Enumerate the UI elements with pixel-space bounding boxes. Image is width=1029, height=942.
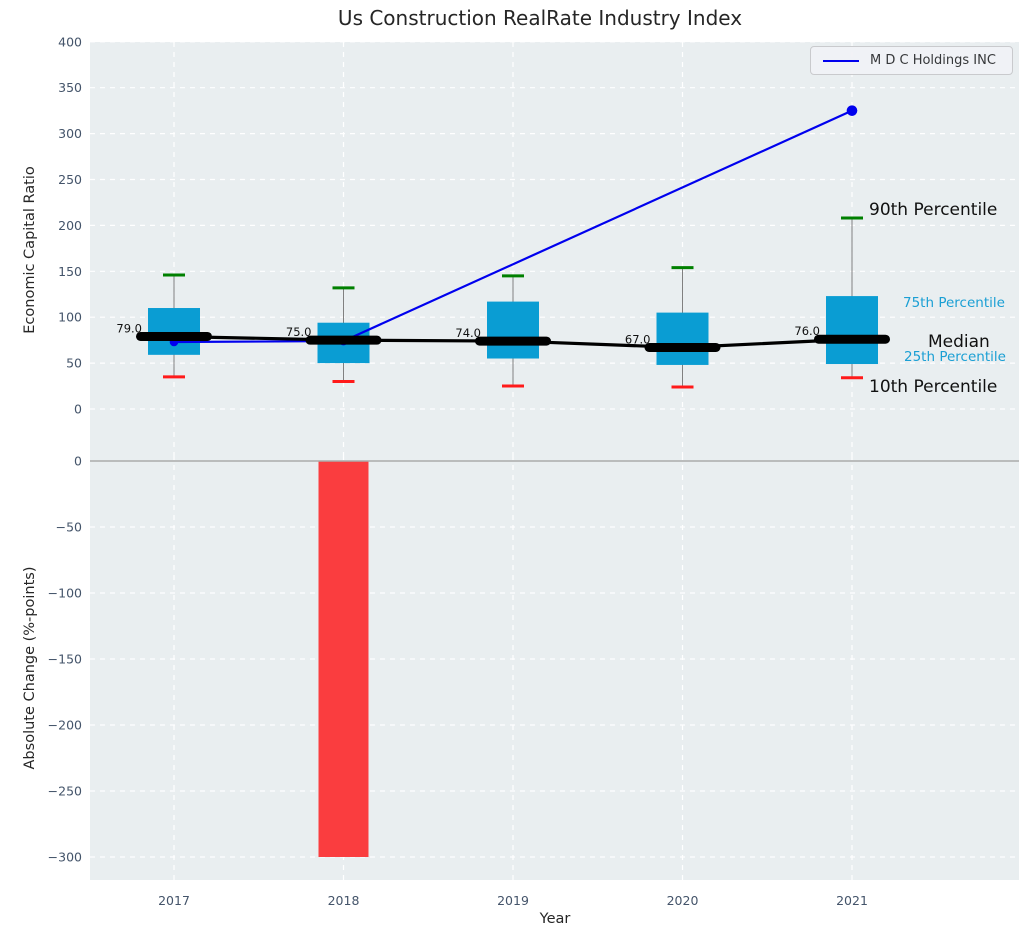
x-tick-label: 2018: [328, 893, 360, 908]
iqr-box-2020[interactable]: [656, 312, 709, 365]
top-plot-area: [90, 42, 1019, 455]
legend-line-sample-icon: [823, 59, 859, 62]
median-marker-2017[interactable]: [136, 331, 212, 341]
median-marker-2018[interactable]: [305, 335, 382, 345]
x-tick-label: 2020: [667, 893, 699, 908]
median-marker-2021[interactable]: [814, 334, 890, 344]
bottom-y-tick-label: −150: [48, 652, 82, 667]
median-marker-2019[interactable]: [475, 336, 551, 346]
bottom-y-axis-label: Absolute Change (%-points): [22, 566, 38, 770]
iqr-box-2019[interactable]: [487, 301, 539, 359]
company-point-last[interactable]: [846, 105, 858, 116]
top-y-tick-label: 50: [66, 356, 82, 371]
x-tick-label: 2021: [836, 893, 868, 908]
annotation-10th-percentile: 10th Percentile: [869, 377, 998, 397]
median-value-label: 75.0: [286, 325, 312, 339]
change-bar-2018[interactable]: [318, 461, 369, 857]
median-value-label: 67.0: [625, 332, 651, 346]
top-y-axis-label: Economic Capital Ratio: [22, 166, 38, 334]
legend-label: M D C Holdings INC: [870, 53, 996, 68]
bottom-y-tick-label: −200: [48, 718, 82, 733]
x-tick-label: 2019: [497, 893, 529, 908]
legend[interactable]: M D C Holdings INC: [810, 46, 1013, 75]
bottom-y-tick-label: −250: [48, 784, 82, 799]
top-y-tick-label: 200: [58, 218, 82, 233]
iqr-box-2021[interactable]: [826, 296, 878, 365]
top-y-tick-label: 300: [58, 126, 82, 141]
bottom-y-tick-label: 0: [74, 454, 82, 469]
x-tick-label: 2017: [158, 893, 190, 908]
top-y-tick-label: 350: [58, 80, 82, 95]
chart-title: Us Construction RealRate Industry Index: [337, 6, 743, 30]
top-y-tick-label: 150: [58, 264, 82, 279]
median-marker-2020[interactable]: [644, 342, 721, 352]
iqr-box-2017[interactable]: [148, 308, 200, 355]
median-value-label: 79.0: [116, 321, 142, 335]
annotation-25th-percentile: 25th Percentile: [904, 349, 1006, 365]
annotation-median: Median: [928, 332, 990, 352]
bottom-plot-area: [90, 455, 1019, 880]
bottom-y-tick-label: −50: [56, 520, 82, 535]
annotation-90th-percentile: 90th Percentile: [869, 200, 998, 220]
bottom-y-tick-label: −100: [48, 586, 82, 601]
median-value-label: 76.0: [794, 324, 820, 338]
bottom-y-tick-label: −300: [48, 850, 82, 865]
top-y-tick-label: 100: [58, 310, 82, 325]
x-axis-label: Year: [539, 911, 571, 927]
annotation-75th-percentile: 75th Percentile: [903, 295, 1005, 311]
top-y-tick-label: 250: [58, 172, 82, 187]
top-y-tick-label: 400: [58, 34, 82, 49]
median-value-label: 74.0: [455, 326, 481, 340]
top-y-tick-label: 0: [74, 402, 82, 417]
